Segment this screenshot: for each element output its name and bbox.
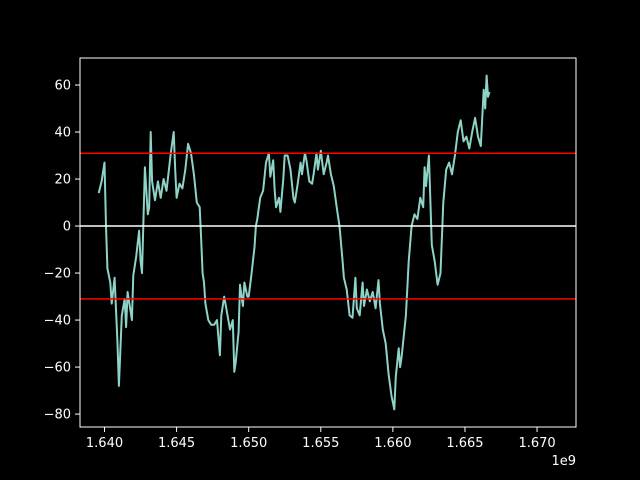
x-axis-offset-label: 1e9 [551,454,576,469]
y-tick-label: 0 [63,220,71,235]
y-tick-label: −40 [44,314,71,329]
y-tick-label: 40 [54,126,71,141]
y-axis: 60 40 20 0 −20 −40 −60 −80 [44,79,80,423]
x-tick-label: 1.670 [518,436,555,451]
y-tick-label: −20 [44,267,71,282]
y-tick-label: 20 [54,173,71,188]
x-tick-label: 1.645 [158,436,195,451]
x-tick-label: 1.665 [446,436,483,451]
series-line-0 [97,74,491,411]
axes-frame [79,57,577,428]
y-tick-label: 60 [54,79,71,94]
x-tick-label: 1.660 [374,436,411,451]
y-tick-label: −80 [44,408,71,423]
x-tick-label: 1.655 [302,436,339,451]
x-axis: 1.640 1.645 1.650 1.655 1.660 1.665 1.670 [86,427,556,451]
x-tick-label: 1.640 [86,436,123,451]
y-tick-label: −60 [44,361,71,376]
x-tick-label: 1.650 [230,436,267,451]
plot-area [80,74,576,411]
